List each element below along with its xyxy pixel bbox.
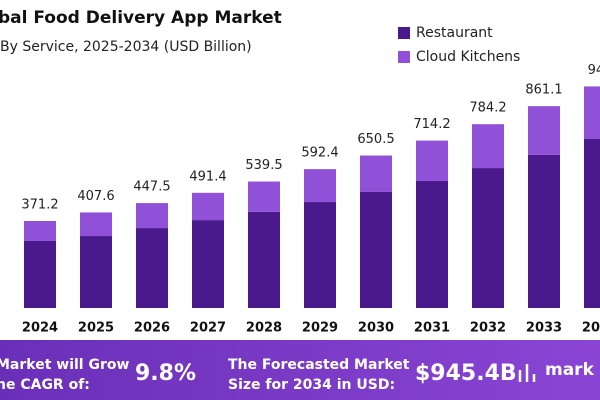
x-tick-label: 2032 <box>470 321 506 336</box>
total-label: 371.2 <box>21 197 58 212</box>
x-tick-label: 2029 <box>302 321 338 336</box>
bar-segment <box>24 220 56 241</box>
total-label: 861.1 <box>525 83 562 98</box>
chart-title: bal Food Delivery App Market <box>0 8 282 28</box>
x-tick-label: 2025 <box>78 321 114 336</box>
forecast-text: The Forecasted Market <box>228 357 410 373</box>
legend-swatch <box>398 27 410 39</box>
total-label: 945 <box>588 63 600 78</box>
bar-segment <box>584 138 600 308</box>
cagr-text: Market will Grow <box>0 357 129 373</box>
bar-segment <box>80 236 112 308</box>
bar-segment <box>80 212 112 237</box>
bar-segment <box>360 191 392 308</box>
legend-label: Restaurant <box>416 25 493 41</box>
bar-segment <box>192 220 224 308</box>
footer-banner <box>0 340 600 400</box>
x-tick-label: 2027 <box>190 321 226 336</box>
bar-segment <box>248 181 280 212</box>
forecast-text: Size for 2034 in USD: <box>228 377 395 393</box>
legend-swatch <box>398 51 410 63</box>
forecast-value: $945.4B <box>415 361 517 386</box>
bar-segment <box>248 211 280 308</box>
bar-segment <box>528 106 560 155</box>
x-tick-label: 2034 <box>582 321 600 336</box>
x-tick-label: 2026 <box>134 321 170 336</box>
total-label: 784.2 <box>469 101 506 116</box>
bar-segment <box>584 86 600 139</box>
bar-segment <box>136 203 168 229</box>
logo: mark <box>545 360 595 380</box>
x-tick-label: 2024 <box>22 321 58 336</box>
bar-segment <box>360 155 392 192</box>
total-label: 407.6 <box>77 189 114 204</box>
bar-segment <box>416 140 448 181</box>
total-label: 539.5 <box>245 158 282 173</box>
bar-segment <box>472 168 504 308</box>
x-tick-label: 2028 <box>246 321 282 336</box>
legend-label: Cloud Kitchens <box>416 49 520 65</box>
bar-segment <box>416 180 448 308</box>
total-label: 447.5 <box>133 180 170 195</box>
total-label: 650.5 <box>357 132 394 147</box>
bar-segment <box>304 202 336 308</box>
cagr-value: 9.8% <box>135 361 196 386</box>
bar-segment <box>472 124 504 169</box>
chart-subtitle: By Service, 2025-2034 (USD Billion) <box>0 39 252 55</box>
bar-segment <box>136 228 168 308</box>
cagr-text: he CAGR of: <box>0 377 90 393</box>
bar-segment <box>192 192 224 221</box>
logo-icon <box>518 364 536 382</box>
total-label: 714.2 <box>413 117 450 132</box>
total-label: 491.4 <box>189 169 226 184</box>
total-label: 592.4 <box>301 146 338 161</box>
bar-segment <box>24 240 56 308</box>
x-tick-label: 2030 <box>358 321 394 336</box>
x-tick-label: 2033 <box>526 321 562 336</box>
bar-segment <box>304 169 336 203</box>
bar-segment <box>528 154 560 308</box>
x-tick-label: 2031 <box>414 321 450 336</box>
